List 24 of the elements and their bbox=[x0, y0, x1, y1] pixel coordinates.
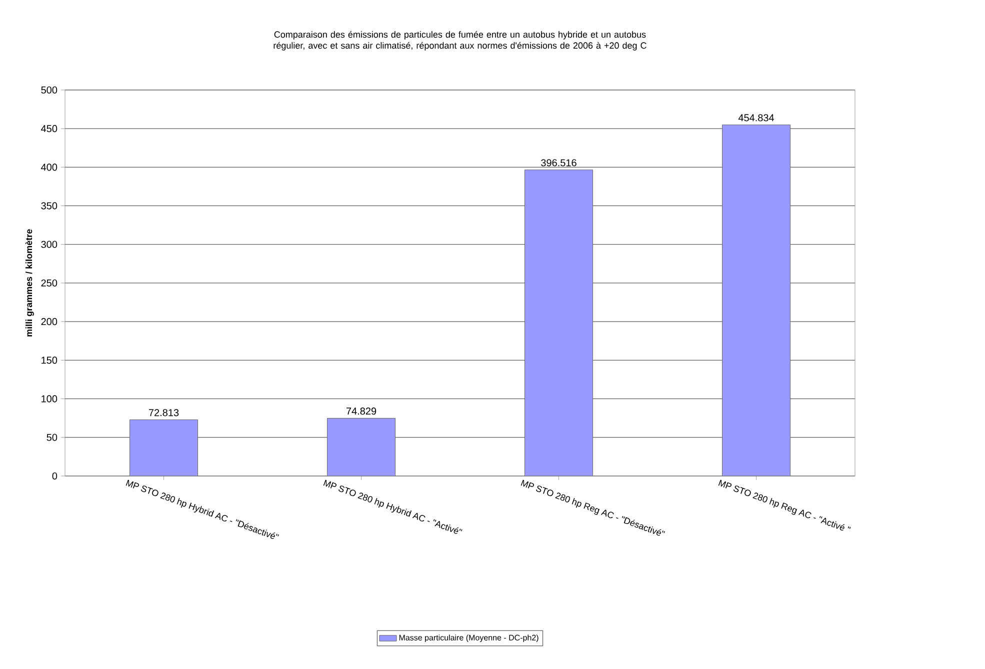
y-tick-label: 400 bbox=[41, 164, 58, 171]
y-tick-label: 250 bbox=[41, 279, 58, 287]
bar bbox=[327, 418, 396, 476]
data-label: 396.516 bbox=[541, 159, 576, 166]
y-tick-label: 150 bbox=[42, 356, 58, 364]
y-tick-label: 300 bbox=[41, 240, 58, 248]
y-tick-label: 500 bbox=[41, 86, 58, 94]
y-tick-label: 450 bbox=[41, 125, 58, 132]
y-tick-label: 200 bbox=[41, 318, 58, 326]
bar bbox=[722, 124, 790, 476]
y-tick-label: 50 bbox=[46, 434, 58, 441]
x-tick-label: MP STO 280 hp Hybrid AC - "Activé" bbox=[323, 480, 462, 534]
bar bbox=[524, 170, 593, 476]
y-tick-label: 100 bbox=[42, 395, 58, 402]
x-tick-label: MP STO 280 hp Reg AC - "Activé " bbox=[718, 480, 851, 531]
chart-title: Comparaison des émissions de particules de fumée entre un autobus hybride et un autobus régulier, avec et sans air climatisé, répondant aux normes d'émissions de 2006 à +20 deg C bbox=[274, 30, 646, 50]
data-label: 454.834 bbox=[738, 114, 774, 122]
data-label: 74.829 bbox=[346, 408, 376, 415]
y-axis-title: milli grammes / kilomètre bbox=[25, 229, 34, 336]
y-tick-label: 350 bbox=[41, 202, 58, 210]
legend-label: Masse particulaire (Moyenne - DC-ph2) bbox=[399, 634, 538, 642]
data-label: 72.813 bbox=[148, 409, 179, 416]
bar bbox=[130, 420, 198, 476]
y-tick-label: 0 bbox=[52, 472, 58, 480]
